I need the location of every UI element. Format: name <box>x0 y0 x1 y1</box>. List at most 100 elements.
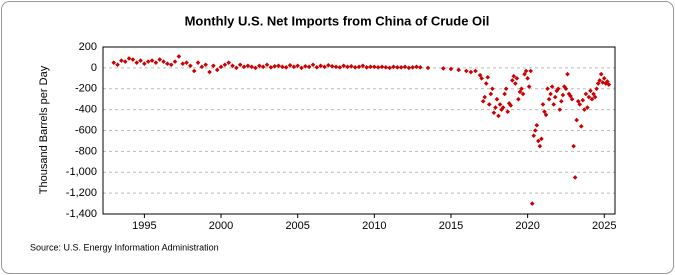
point <box>572 175 578 180</box>
point <box>406 65 412 71</box>
point <box>531 133 537 139</box>
point <box>537 143 543 149</box>
point <box>479 76 484 81</box>
point <box>264 62 270 68</box>
point <box>375 65 381 70</box>
point <box>356 64 362 70</box>
point <box>349 64 354 69</box>
point <box>539 136 544 142</box>
point <box>329 64 335 69</box>
point <box>142 61 147 66</box>
point <box>191 68 197 74</box>
point <box>272 64 277 69</box>
y-tick-label: -1,000 <box>66 166 97 178</box>
point <box>448 66 454 72</box>
point <box>157 57 163 62</box>
y-tick-label: -400 <box>75 104 97 116</box>
point <box>184 60 189 65</box>
point <box>368 64 373 70</box>
point <box>569 96 575 102</box>
point <box>115 62 120 68</box>
x-tick-label: 2020 <box>515 220 539 232</box>
point <box>575 98 581 104</box>
point <box>126 56 132 61</box>
point <box>497 102 503 107</box>
point <box>526 84 532 89</box>
point <box>199 64 205 70</box>
point <box>565 71 570 77</box>
point <box>605 79 610 84</box>
point <box>485 74 491 80</box>
point <box>595 81 601 86</box>
point <box>149 58 155 63</box>
point <box>318 63 323 69</box>
point <box>333 64 339 70</box>
point <box>483 81 489 86</box>
point <box>345 64 350 70</box>
point <box>441 66 446 71</box>
point <box>326 62 331 68</box>
point <box>511 73 517 79</box>
point <box>557 107 563 112</box>
x-tick-label: 2015 <box>439 220 463 232</box>
point <box>387 65 392 71</box>
point <box>237 62 243 68</box>
point <box>543 112 549 118</box>
point <box>516 96 521 102</box>
chart-title: Monthly U.S. Net Imports from China of C… <box>185 13 490 28</box>
point <box>303 64 308 69</box>
point <box>176 54 182 59</box>
source: Source: U.S. Energy Information Administ… <box>30 242 219 252</box>
y-tick-label: -1,400 <box>66 208 97 220</box>
point <box>586 94 592 100</box>
point <box>509 78 515 83</box>
point <box>418 65 423 70</box>
point <box>253 65 258 71</box>
point <box>226 60 232 65</box>
point <box>529 201 535 206</box>
point <box>161 59 166 64</box>
point <box>410 65 415 70</box>
point <box>402 64 408 70</box>
point <box>425 65 431 71</box>
point <box>287 62 293 68</box>
point <box>519 86 524 92</box>
point <box>295 63 300 69</box>
point <box>606 82 612 87</box>
point <box>360 63 366 69</box>
point <box>520 91 526 97</box>
y-tick-label: -200 <box>75 83 97 95</box>
point <box>299 65 304 71</box>
point <box>249 64 254 70</box>
point <box>582 107 587 112</box>
point <box>546 96 552 102</box>
x-tick-label: 1995 <box>132 220 156 232</box>
point <box>545 86 550 92</box>
point <box>138 58 143 63</box>
point <box>591 91 596 97</box>
point <box>552 94 558 100</box>
point <box>468 69 474 75</box>
point <box>341 63 346 69</box>
point <box>555 86 561 92</box>
point <box>398 65 404 70</box>
point <box>578 124 584 129</box>
point <box>245 63 251 69</box>
point <box>513 81 518 86</box>
point <box>532 128 538 133</box>
point <box>268 65 274 70</box>
point <box>574 117 579 123</box>
point <box>525 76 530 81</box>
point <box>571 143 576 149</box>
point <box>506 101 512 106</box>
point <box>500 105 506 110</box>
point <box>130 57 136 62</box>
point <box>514 76 520 81</box>
point <box>598 71 604 77</box>
point <box>372 64 377 70</box>
point <box>134 60 140 65</box>
point <box>391 64 396 70</box>
point <box>542 109 547 115</box>
point <box>352 65 358 70</box>
